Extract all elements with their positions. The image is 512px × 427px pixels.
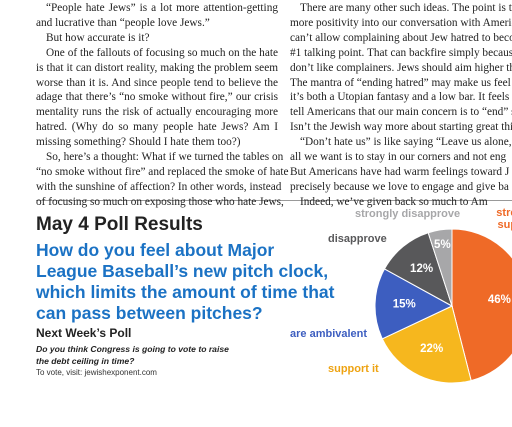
article-line: “no smoke without fire” and replaced the…: [36, 165, 289, 178]
article-line: and lucrative than “people love Jews.”: [36, 16, 210, 29]
article-line: But Americans have had warm feelings tow…: [290, 165, 510, 178]
slice-percent: 12%: [410, 263, 433, 275]
poll-question: How do you feel about Major League Baseb…: [36, 240, 335, 323]
slice-percent: 46%: [488, 294, 511, 306]
article-line: is that it can distort reality, making t…: [36, 61, 278, 74]
category-label: strongly support: [496, 207, 512, 231]
article-line: it’s both a Utopian fantasy and a low ba…: [290, 91, 512, 104]
article-line: Indeed, we’ve given back so much to Am: [300, 195, 488, 208]
article-line: tell Americans that our main concern is …: [290, 106, 512, 119]
next-question: Do you think Congress is going to vote t…: [36, 344, 229, 366]
article-line: with the sunshine of affection? In other…: [36, 180, 282, 193]
next-heading: Next Week’s Poll: [36, 326, 132, 340]
article-line: precisely because we love to engage and …: [290, 180, 509, 193]
pie-slice: [374, 268, 454, 340]
category-label: support it: [328, 363, 379, 375]
slice-percent: 15%: [393, 299, 416, 311]
article-line: mentality runs the risk of actually enco…: [36, 106, 278, 119]
article-line: of focusing so much on exposing those wh…: [36, 195, 284, 208]
article-line: can’t allow complaining about Jew hatred…: [290, 31, 512, 44]
category-label: disapprove: [328, 233, 387, 245]
article-line: more positivity into our conversation wi…: [290, 16, 512, 29]
article-line: don’t like complainers. Jews should aim …: [290, 61, 512, 74]
article-line: But how accurate is it?: [46, 31, 150, 44]
article-line: So, here’s a thought: What if we turned …: [46, 151, 284, 163]
article-line: #1 talking point. That can backfire simp…: [290, 46, 512, 59]
pie-slice: [427, 228, 453, 307]
article-line: The mantra of “ending hatred” may make u…: [290, 76, 512, 89]
article-line: There are many other such ideas. The poi…: [300, 2, 512, 14]
slice-percent: 22%: [420, 343, 443, 355]
article-line: “Don’t hate us” is like saying “Leave us…: [300, 136, 512, 149]
divider: [36, 200, 512, 201]
slice-percent: 5%: [434, 239, 451, 251]
vote-note: To vote, visit: jewishexponent.com: [36, 368, 157, 377]
pie-slice: [381, 305, 472, 384]
category-label: strongly disapprove: [355, 208, 461, 220]
category-label: are ambivalent: [290, 328, 368, 340]
poll-heading: May 4 Poll Results: [36, 214, 203, 235]
article-line: all we want is to stay in our corners an…: [290, 151, 507, 163]
pie-slice: [451, 228, 512, 382]
article-line: “People hate Jews” is a lot more attenti…: [46, 2, 278, 14]
article-line: missing something? Should I hate them to…: [36, 136, 241, 149]
article-line: adage that there’s “no smoke without fir…: [36, 91, 278, 104]
article-line: hatred. (Why do so many people hate Jews…: [36, 121, 278, 134]
article-line: One of the fallouts of focusing so much …: [46, 46, 278, 59]
article-line: Isn’t the Jewish way more about starting…: [290, 121, 512, 134]
article-line: worse than it is. And since people tend …: [36, 76, 278, 89]
